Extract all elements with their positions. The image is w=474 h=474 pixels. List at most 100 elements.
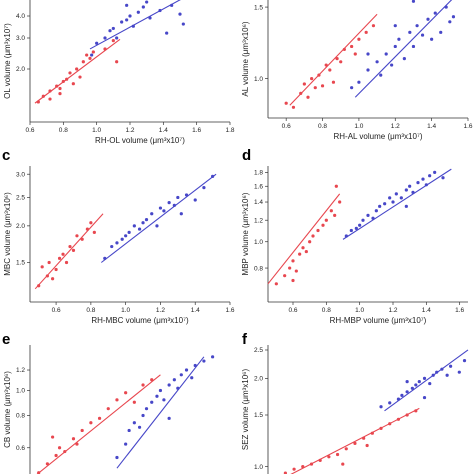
data-point (172, 378, 176, 382)
data-point (54, 453, 58, 458)
y-tick-label: 1.4 (254, 199, 263, 206)
x-tick-label: 1.6 (192, 127, 201, 134)
data-point (120, 237, 124, 241)
data-point (85, 53, 89, 57)
data-point (379, 405, 383, 409)
data-point (422, 395, 427, 400)
data-point (420, 33, 425, 37)
data-point (388, 196, 392, 200)
data-point (57, 256, 62, 260)
data-point (402, 57, 406, 61)
x-tick-label: 0.8 (86, 307, 95, 314)
data-point (115, 36, 119, 40)
y-tick-label: 1.6 (254, 183, 263, 190)
data-point (388, 401, 392, 405)
data-point (448, 20, 452, 24)
data-point (364, 30, 368, 34)
data-point (136, 10, 140, 14)
data-point (71, 437, 76, 441)
data-point (284, 101, 288, 105)
data-point (88, 56, 92, 60)
data-point (127, 230, 131, 234)
data-point (404, 188, 408, 192)
data-point (202, 359, 206, 363)
data-point (71, 82, 75, 86)
data-point (354, 226, 358, 230)
data-point (366, 52, 370, 56)
regression-line (384, 349, 469, 412)
data-point (410, 386, 414, 390)
data-point (298, 252, 302, 256)
x-tick-label: 0.8 (322, 307, 331, 314)
y-tick-label: 1.5 (16, 260, 25, 267)
data-point (167, 416, 171, 420)
regression-line (36, 374, 161, 474)
series-right_hemisphere (89, 0, 185, 57)
data-point (428, 381, 432, 386)
data-point (451, 15, 456, 19)
y-tick-label: 3.0 (16, 171, 25, 178)
data-point (141, 383, 145, 387)
x-tick-label: 1.4 (427, 123, 436, 130)
data-point (399, 196, 403, 200)
x-axis-label: RH-AL volume (μm³x10⁷) (334, 132, 423, 141)
data-point (316, 228, 320, 233)
data-point (61, 252, 65, 256)
data-point (179, 373, 183, 377)
data-point (411, 0, 416, 3)
data-point (310, 77, 314, 81)
data-point (132, 421, 136, 425)
y-tick-label: 2.0 (254, 376, 263, 383)
x-axis-label: RH-MBC volume (μm³x10⁷) (91, 316, 189, 325)
data-point (124, 442, 128, 446)
data-point (144, 407, 149, 411)
x-tick-label: 1.0 (121, 307, 130, 314)
data-point (441, 176, 445, 180)
data-point (155, 224, 159, 228)
y-tick-label: 0.6 (16, 445, 25, 452)
data-point (81, 60, 85, 64)
data-point (422, 376, 427, 380)
data-point (40, 265, 44, 269)
y-tick-label: 1.0 (254, 239, 263, 246)
data-point (97, 416, 102, 420)
y-tick-label: 0.8 (16, 413, 25, 420)
data-point (404, 204, 408, 208)
data-point (80, 428, 84, 433)
data-point (408, 184, 412, 188)
regression-line (116, 356, 205, 469)
y-tick-label: 1.5 (254, 412, 263, 419)
data-point (132, 400, 136, 404)
data-point (291, 278, 295, 283)
data-point (400, 393, 404, 397)
data-point (111, 26, 115, 31)
data-point (390, 63, 394, 67)
data-point (51, 435, 55, 439)
data-point (181, 22, 185, 26)
y-tick-label: 2.0 (16, 66, 25, 73)
data-point (428, 174, 432, 178)
data-point (335, 57, 339, 61)
x-tick-label: 1.6 (225, 307, 234, 314)
x-tick-label: 1.4 (422, 307, 431, 314)
data-point (366, 213, 370, 218)
data-point (115, 455, 119, 460)
data-point (333, 213, 337, 218)
regression-line (290, 407, 420, 474)
y-axis-label: MBP volume (μm³x10⁶) (241, 192, 250, 275)
chart-panel-b: 0.6 0.8 1.0 1.2 1.4 1.6 1.0 1.5 RH-AL volume (μm… (241, 0, 473, 141)
data-point (335, 452, 340, 457)
data-point (158, 388, 163, 393)
data-point (91, 50, 95, 54)
x-tick-label: 0.6 (52, 307, 61, 314)
data-point (137, 227, 142, 231)
data-point (324, 218, 328, 222)
y-tick-label: 1.0 (254, 464, 263, 471)
data-point (71, 248, 76, 252)
data-point (178, 12, 182, 16)
data-point (449, 364, 453, 368)
y-tick-label: 1.0 (16, 388, 25, 395)
data-point (302, 82, 306, 86)
data-point (45, 462, 49, 466)
y-tick-label: 1.2 (16, 367, 25, 374)
